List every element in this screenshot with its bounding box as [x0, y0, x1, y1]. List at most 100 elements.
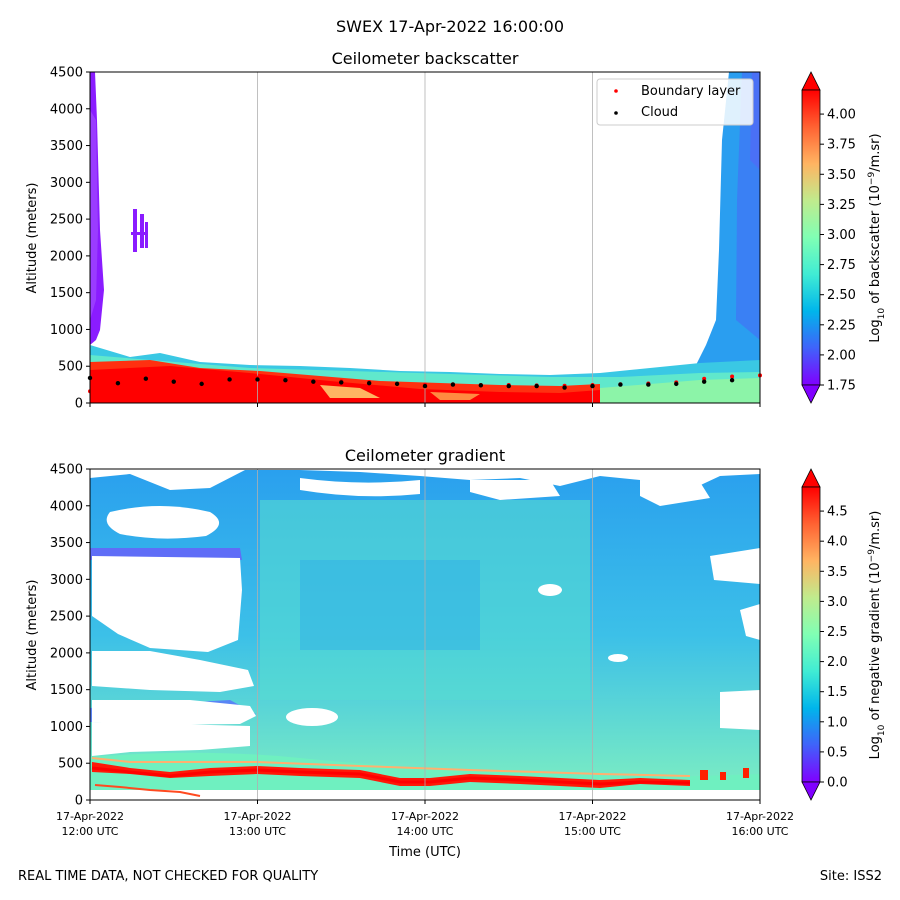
boundary-layer-point	[171, 386, 176, 391]
y-tick-label: 3000	[50, 573, 83, 588]
colorbar-tick-label: 2.75	[827, 258, 856, 273]
cloud-point	[422, 383, 428, 389]
cloud-point	[506, 383, 511, 389]
colorbar-tick-label: 2.50	[827, 288, 856, 303]
cloud-point	[171, 379, 176, 384]
y-tick-label: 4000	[50, 499, 83, 514]
backscatter-time-grid	[257, 72, 593, 403]
backscatter-legend: Boundary layer Cloud	[596, 78, 754, 126]
colorbar-tick-label: 2.0	[827, 655, 848, 670]
y-tick-label: 0	[75, 397, 83, 412]
y-tick-label: 1500	[50, 683, 83, 698]
colorbar-tick-label: 3.00	[827, 228, 856, 243]
legend-boundary-layer-marker	[614, 89, 618, 93]
y-tick-label: 4000	[50, 102, 83, 117]
cloud-point	[674, 381, 679, 387]
colorbar-tick-label: 3.75	[827, 138, 856, 153]
cloud-point	[366, 380, 372, 386]
x-tick-date: 17-Apr-2022	[223, 810, 291, 823]
cloud-point	[646, 382, 651, 387]
x-tick-time: 15:00 UTC	[564, 825, 621, 838]
y-tick-label: 1500	[50, 286, 83, 301]
colorbar-tick-label: 3.25	[827, 198, 856, 213]
cloud-point	[339, 380, 344, 385]
legend-cloud-label: Cloud	[641, 105, 678, 120]
colorbar-tick-label: 1.0	[827, 715, 848, 730]
gradient-x-ticks: 17-Apr-2022 12:00 UTC 17-Apr-2022 13:00 UTC…	[56, 800, 794, 838]
backscatter-x-ticks	[89, 403, 761, 407]
cloud-point	[311, 379, 316, 384]
y-tick-label: 3500	[50, 139, 83, 154]
cloud-point	[478, 383, 484, 388]
x-tick-date: 17-Apr-2022	[726, 810, 794, 823]
gradient-y-axis-label: Altitude (meters)	[25, 580, 40, 691]
cloud-point	[562, 385, 567, 390]
y-tick-label: 4500	[50, 66, 83, 81]
boundary-layer-point	[730, 374, 735, 379]
x-tick-time: 16:00 UTC	[731, 825, 788, 838]
colorbar-tick-label: 2.5	[827, 625, 848, 640]
y-tick-label: 500	[58, 360, 83, 375]
colorbar-tick-label: 1.5	[827, 685, 848, 700]
gradient-colorbar-ticks: 0.0 0.5 1.0 1.5 2.0 2.5 3.0 3.5 4.0 4.5	[820, 505, 848, 791]
cloud-point	[227, 377, 232, 382]
y-tick-label: 0	[75, 794, 83, 809]
y-tick-label: 3000	[50, 176, 83, 191]
cloud-point	[590, 383, 595, 389]
backscatter-y-axis-label: Altitude (meters)	[25, 183, 40, 294]
gradient-panel: Ceilometer gradient	[25, 446, 887, 860]
x-tick-date: 17-Apr-2022	[56, 810, 124, 823]
backscatter-colorbar-label: Log10 of backscatter (10−9/m.sr)	[867, 133, 887, 342]
colorbar-tick-label: 0.5	[827, 745, 848, 760]
colorbar-tick-label: 3.5	[827, 565, 848, 580]
y-tick-label: 2000	[50, 646, 83, 661]
colorbar-tick-label: 3.50	[827, 168, 856, 183]
y-tick-label: 1000	[50, 323, 83, 338]
y-tick-label: 4500	[50, 463, 83, 478]
x-tick-time: 13:00 UTC	[229, 825, 286, 838]
cloud-point	[394, 381, 400, 387]
cloud-point	[701, 379, 707, 384]
cloud-point	[283, 377, 288, 383]
figure-suptitle: SWEX 17-Apr-2022 16:00:00	[335, 17, 564, 36]
y-tick-label: 2500	[50, 213, 83, 228]
cloud-point	[618, 382, 623, 387]
cloud-point	[199, 381, 204, 387]
y-tick-label: 500	[58, 757, 83, 772]
y-tick-label: 3500	[50, 536, 83, 551]
colorbar-tick-label: 3.0	[827, 595, 848, 610]
boundary-layer-point	[143, 382, 148, 387]
cloud-point	[115, 380, 121, 386]
y-tick-label: 1000	[50, 720, 83, 735]
x-tick-date: 17-Apr-2022	[391, 810, 459, 823]
backscatter-y-ticks: 0 500 1000 1500 2000 2500 3000 3500 4000 4500	[50, 66, 90, 412]
backscatter-panel: Ceilometer backscatter	[25, 49, 887, 412]
gradient-colorbar	[801, 468, 821, 801]
gradient-colorbar-label: Log10 of negative gradient (10−9/m.sr)	[867, 511, 887, 760]
colorbar-tick-label: 4.00	[827, 108, 856, 123]
colorbar-tick-label: 0.0	[827, 776, 848, 791]
colorbar-tick-label: 1.75	[827, 379, 856, 394]
gradient-x-axis-label: Time (UTC)	[388, 845, 461, 860]
colorbar-tick-label: 2.00	[827, 348, 856, 363]
legend-cloud-marker	[614, 111, 618, 115]
backscatter-marker-layer	[87, 373, 762, 396]
cloud-point	[143, 376, 149, 381]
backscatter-colorbar	[801, 71, 821, 404]
cloud-point	[255, 377, 260, 382]
gradient-title: Ceilometer gradient	[345, 446, 505, 465]
boundary-layer-point	[115, 391, 120, 396]
backscatter-title: Ceilometer backscatter	[332, 49, 519, 68]
cloud-point	[534, 383, 539, 389]
legend-boundary-layer-label: Boundary layer	[641, 84, 741, 99]
x-tick-time: 14:00 UTC	[396, 825, 453, 838]
cloud-point	[729, 377, 735, 383]
colorbar-tick-label: 2.25	[827, 318, 856, 333]
y-tick-label: 2500	[50, 610, 83, 625]
gradient-y-ticks: 0 500 1000 1500 2000 2500 3000 3500 4000 4500	[50, 463, 90, 809]
y-tick-label: 2000	[50, 249, 83, 264]
x-tick-date: 17-Apr-2022	[558, 810, 626, 823]
backscatter-colorbar-ticks: 1.75 2.00 2.25 2.50 2.75 3.00 3.25 3.50 3.75 4.00	[820, 108, 856, 394]
cloud-point	[450, 382, 456, 387]
